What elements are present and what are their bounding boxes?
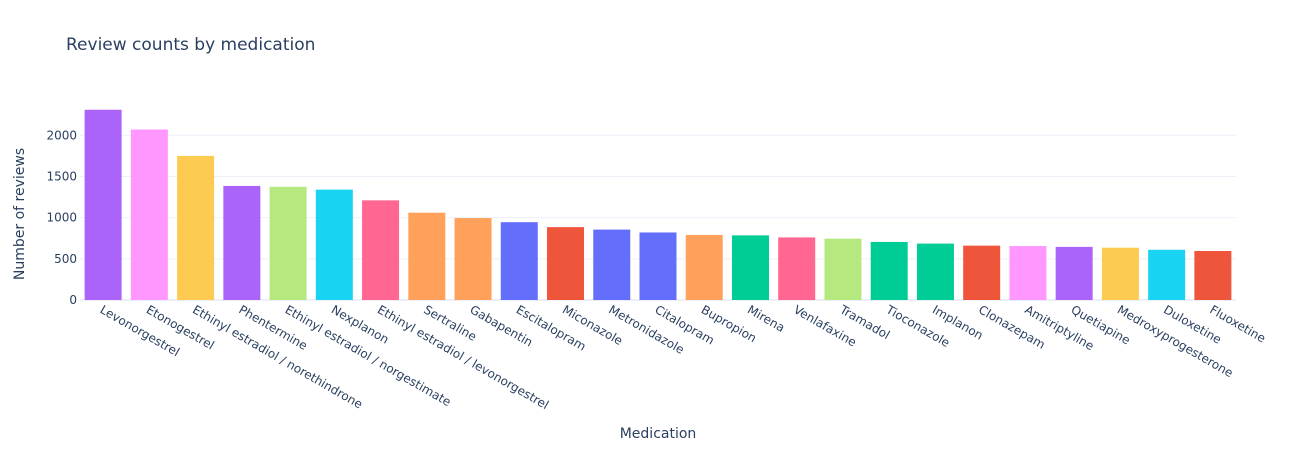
bar[interactable]: [731, 235, 769, 300]
bar[interactable]: [1009, 246, 1047, 300]
y-tick-label: 2000: [46, 128, 77, 142]
bar[interactable]: [1101, 247, 1139, 300]
bar[interactable]: [315, 189, 353, 300]
bar[interactable]: [778, 237, 816, 300]
y-tick-label: 1500: [46, 169, 77, 183]
bar[interactable]: [269, 186, 307, 300]
bar[interactable]: [547, 227, 585, 300]
bar[interactable]: [500, 222, 538, 300]
bar[interactable]: [1194, 251, 1232, 300]
bar[interactable]: [870, 241, 908, 300]
bar[interactable]: [1148, 249, 1186, 300]
bar[interactable]: [685, 234, 723, 300]
bar[interactable]: [639, 232, 677, 300]
bar[interactable]: [593, 229, 631, 300]
y-tick-label: 500: [54, 252, 77, 266]
bar[interactable]: [362, 200, 400, 300]
x-tick-label: Ethinyl estradiol / norgestimate: [283, 302, 454, 409]
bars: [84, 109, 1232, 300]
bar[interactable]: [454, 218, 492, 300]
bar[interactable]: [84, 109, 122, 300]
y-axis-title: Number of reviews: [12, 148, 28, 280]
y-tick-label: 0: [69, 293, 77, 307]
bar[interactable]: [223, 185, 261, 300]
bar[interactable]: [963, 245, 1001, 300]
bar[interactable]: [1055, 246, 1093, 300]
x-axis-title: Medication: [620, 426, 697, 442]
bar[interactable]: [177, 155, 215, 300]
chart-title: Review counts by medication: [66, 35, 315, 55]
x-tick-label: Levonorgestrel: [98, 302, 182, 359]
y-axis-ticks: 0 500 1000 1500 2000: [46, 128, 77, 307]
bar[interactable]: [130, 129, 168, 300]
bar[interactable]: [824, 238, 862, 300]
y-tick-label: 1000: [46, 211, 77, 225]
bar[interactable]: [916, 243, 954, 300]
bar[interactable]: [408, 212, 446, 300]
